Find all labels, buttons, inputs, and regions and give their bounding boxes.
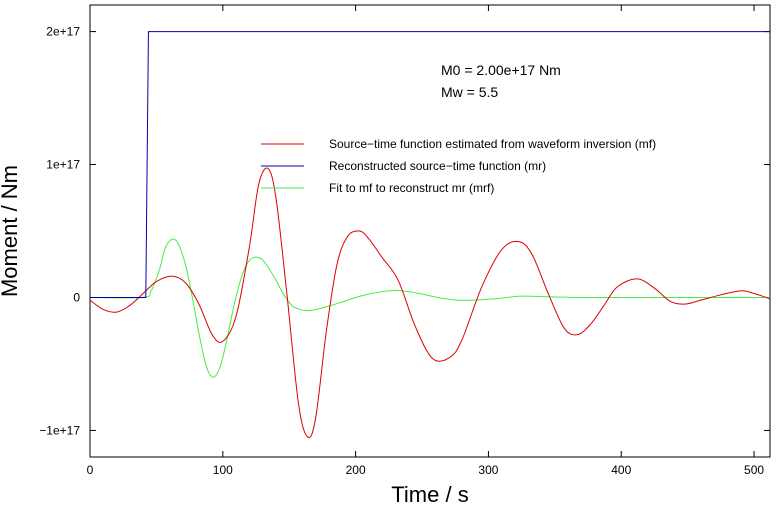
legend-label-mf: Source−time function estimated from wave…	[329, 137, 656, 151]
x-tick-label: 100	[213, 463, 233, 477]
x-tick-label: 200	[346, 463, 366, 477]
series-line-mr	[90, 31, 770, 298]
x-tick-label: 500	[744, 463, 764, 477]
x-tick-label: 0	[87, 463, 94, 477]
tick-labels: 0 100 200 300 400 500 −1e+17 0 1e+17 2e+17	[39, 25, 764, 477]
x-tick-label: 400	[611, 463, 631, 477]
seismic-moment-annotation: M0 = 2.00e+17 Nm	[441, 62, 561, 78]
series-line-mf	[89, 167, 771, 439]
moment-magnitude-annotation: Mw = 5.5	[441, 84, 498, 100]
y-tick-label: 0	[73, 290, 80, 304]
legend: Source−time function estimated from wave…	[261, 137, 656, 195]
series-lines	[89, 31, 771, 439]
legend-label-mrf: Fit to mf to reconstruct mr (mrf)	[329, 181, 494, 195]
x-tick-label: 300	[478, 463, 498, 477]
series-line-mrf	[89, 238, 770, 378]
plot-frame	[89, 4, 771, 458]
y-tick-label: 1e+17	[46, 158, 80, 172]
y-axis-title: Moment / Nm	[0, 165, 22, 297]
tick-marks	[89, 5, 770, 457]
y-tick-label: 2e+17	[46, 25, 80, 39]
y-tick-label: −1e+17	[39, 423, 80, 437]
legend-label-mr: Reconstructed source−time function (mr)	[329, 159, 546, 173]
x-axis-title: Time / s	[391, 482, 468, 507]
